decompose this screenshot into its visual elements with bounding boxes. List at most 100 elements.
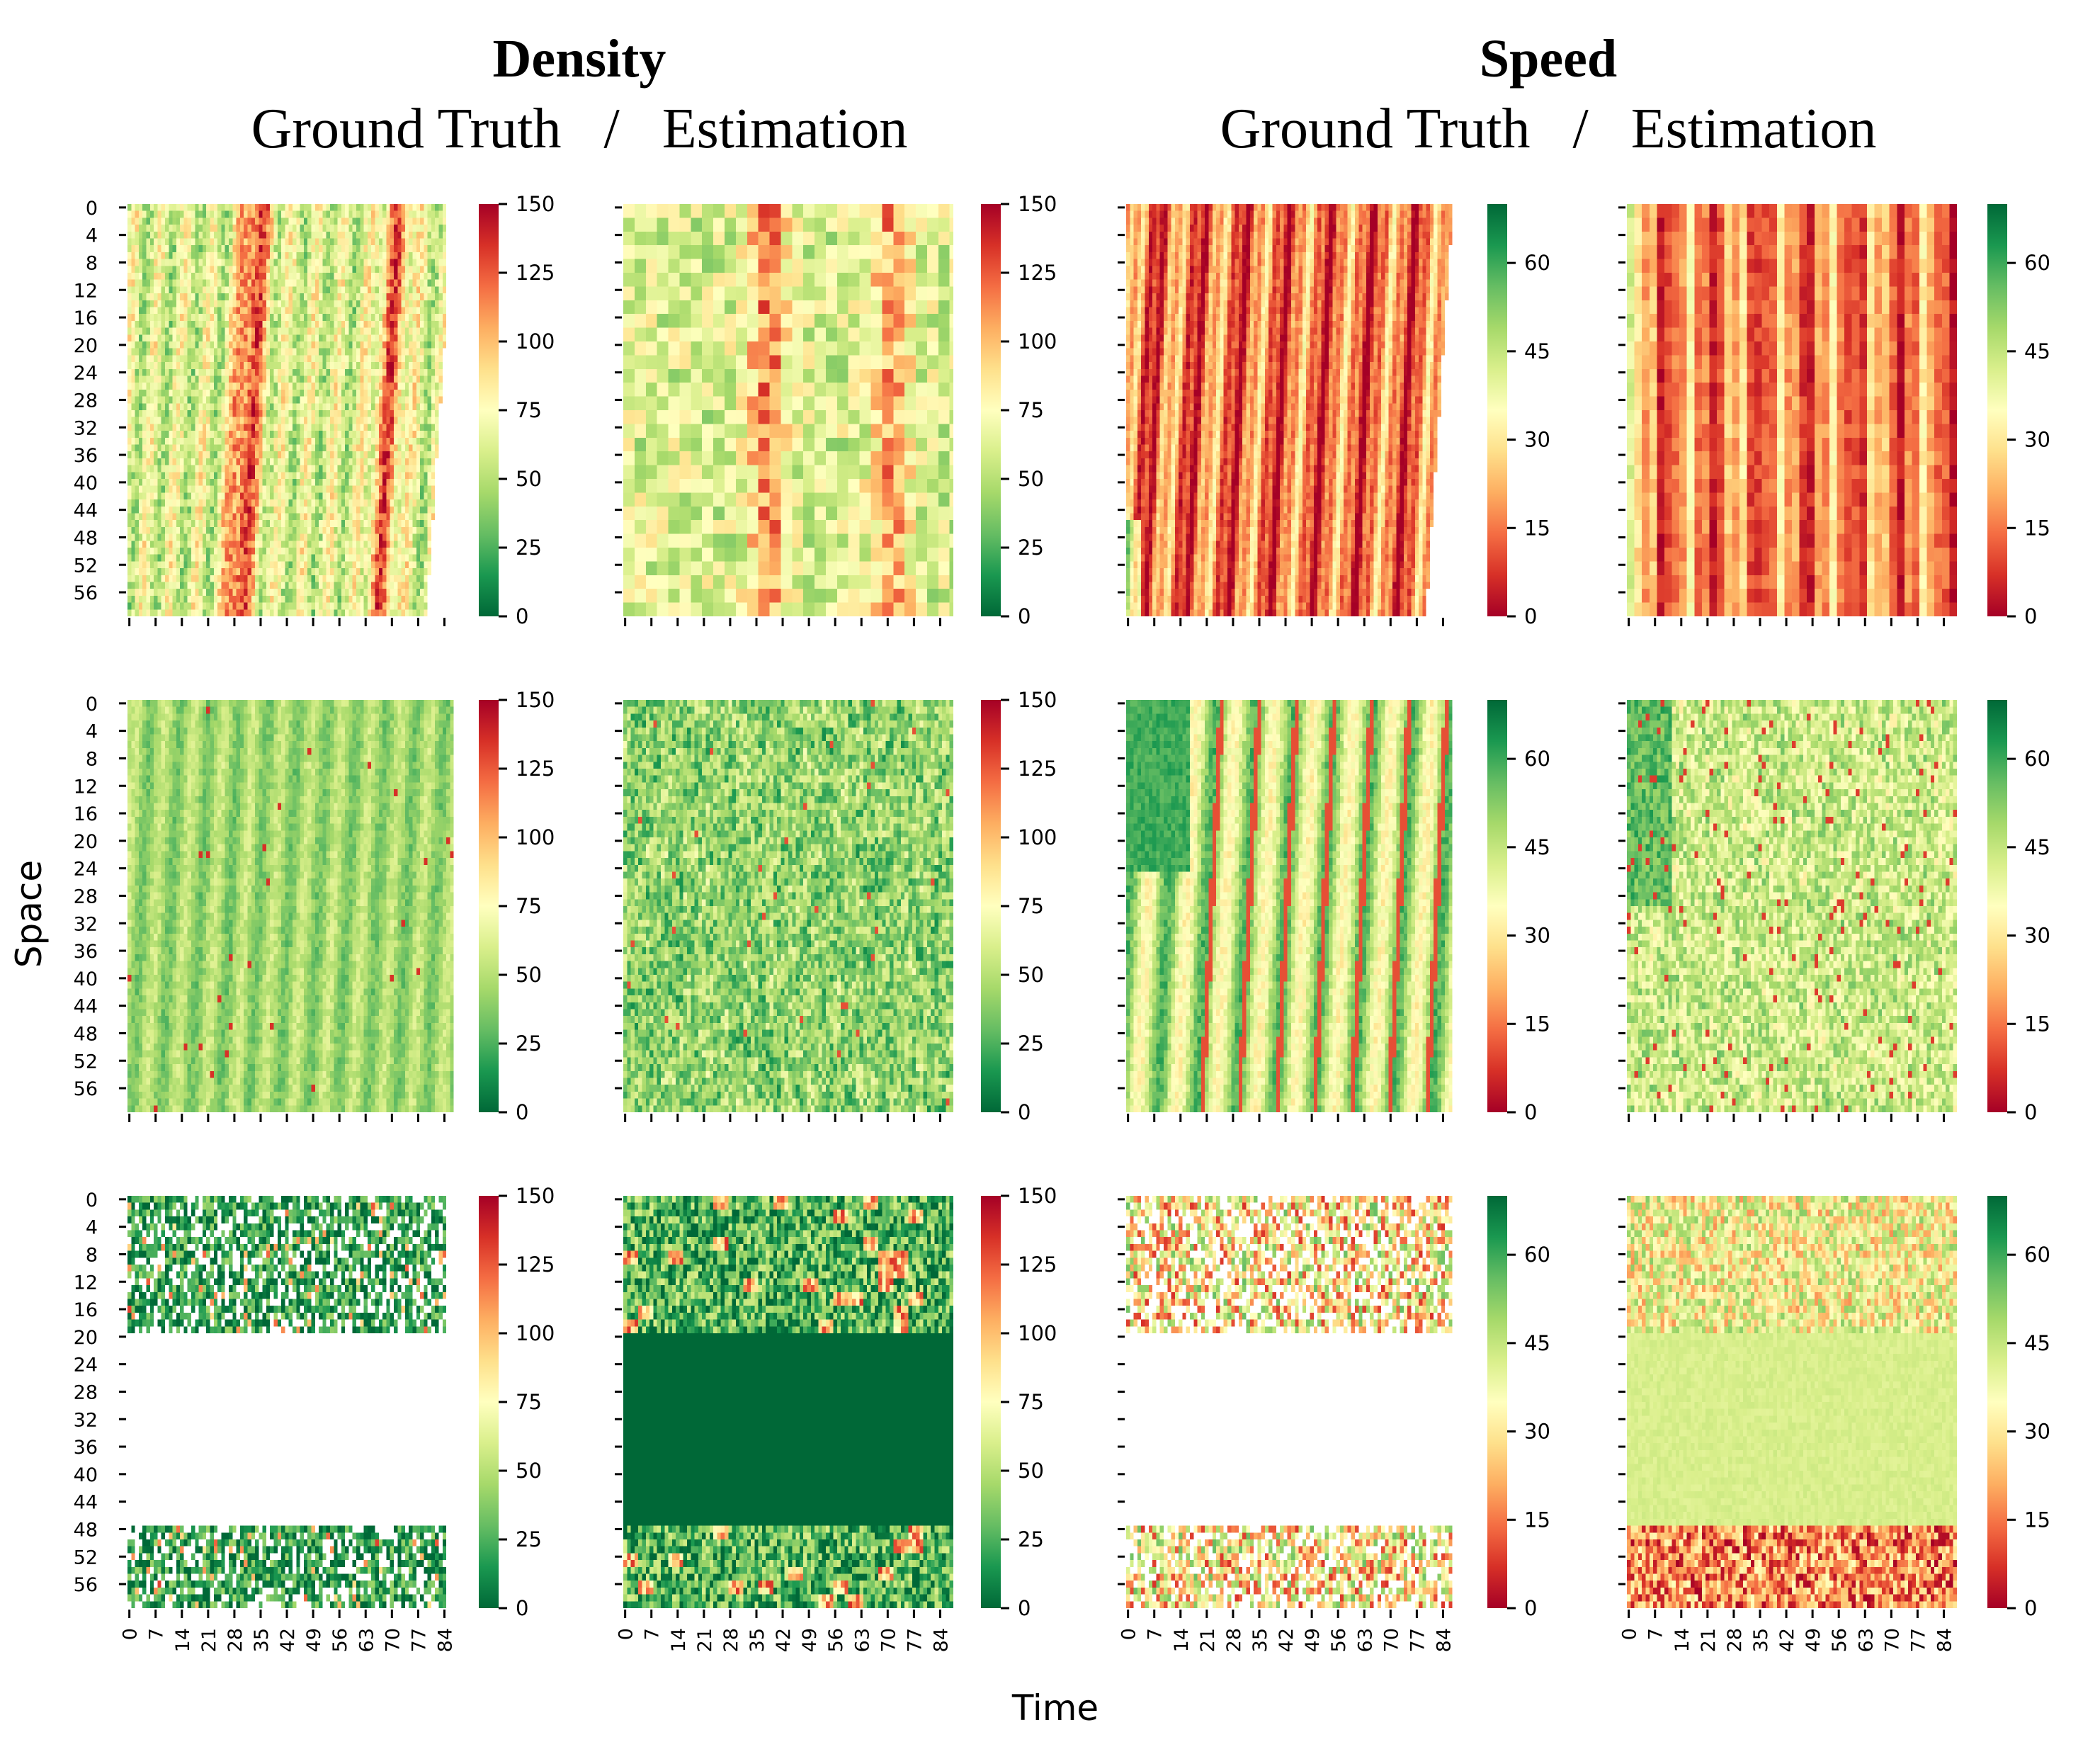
colorbar-tick-label: 100 (1018, 1321, 1057, 1345)
colorbar-tick-label: 125 (516, 1253, 555, 1277)
x-tick-label: 77 (1407, 1628, 1429, 1652)
colorbar-tick-label: 125 (1018, 757, 1057, 781)
x-tick-label: 84 (930, 1628, 952, 1652)
panel-r2-density-gt: 0481216202428323640444852560255075100125… (74, 688, 555, 1124)
colorbar-tick-label: 125 (516, 261, 555, 285)
colorbar-tick-label: 45 (1524, 1331, 1550, 1355)
panel-r1-density-est: 0 25 50 75 100 125 150 (615, 192, 1057, 628)
colorbar-tick-label: 0 (1018, 1100, 1031, 1124)
x-tick-label: 0 (1619, 1628, 1641, 1640)
y-tick-label: 0 (86, 694, 98, 716)
colorbar-tick-label: 15 (1524, 516, 1550, 540)
colorbar (981, 1196, 1001, 1608)
y-tick-label: 36 (74, 941, 98, 963)
colorbar-tick-label: 30 (2024, 1420, 2050, 1444)
colorbar-tick-label: 0 (2024, 604, 2037, 628)
colorbar (1487, 204, 1507, 616)
y-tick-label: 20 (74, 1327, 98, 1349)
colorbar-tick-label: 100 (516, 825, 555, 849)
y-tick-label: 48 (74, 527, 98, 549)
colorbar (479, 1196, 499, 1608)
heatmap-r2-density-est (623, 700, 953, 1112)
x-tick-label: 0 (615, 1628, 637, 1640)
x-tick-label: 21 (1698, 1628, 1720, 1652)
x-tick-label: 14 (172, 1628, 194, 1652)
x-tick-label: 42 (1276, 1628, 1298, 1652)
y-tick-label: 8 (86, 252, 98, 274)
colorbar-tick-label: 45 (1524, 339, 1550, 363)
heatmap-r1-density-est (623, 204, 953, 616)
colorbar-tick-label: 0 (2024, 1100, 2037, 1124)
heatmap-r1-speed-gt (1126, 204, 1456, 616)
colorbar-tick-label: 60 (1524, 747, 1550, 771)
x-tick-label: 35 (747, 1628, 768, 1652)
colorbar (1987, 204, 2007, 616)
colorbar-tick-label: 100 (1018, 825, 1057, 849)
colorbar-tick-label: 60 (2024, 747, 2050, 771)
colorbar-tick-label: 15 (1524, 1508, 1550, 1532)
colorbar-tick-label: 75 (1018, 1390, 1044, 1414)
colorbar-tick-label: 50 (1018, 963, 1044, 987)
colorbar-tick-label: 150 (1018, 1184, 1057, 1208)
colorbar-tick-label: 75 (1018, 894, 1044, 918)
colorbar-tick-label: 25 (516, 1527, 542, 1551)
x-tick-label: 49 (1803, 1628, 1824, 1652)
colorbar (981, 204, 1001, 616)
colorbar-tick-label: 0 (516, 1100, 528, 1124)
colorbar-tick-label: 50 (516, 1459, 542, 1483)
y-tick-label: 24 (74, 1355, 98, 1376)
y-axis-label: Space (8, 860, 50, 968)
colorbar-tick-label: 50 (516, 467, 542, 491)
y-tick-label: 28 (74, 1381, 98, 1403)
heatmap-r1-speed-est (1627, 204, 1957, 616)
y-tick-label: 0 (86, 198, 98, 220)
y-tick-label: 40 (74, 968, 98, 990)
x-tick-label: 63 (356, 1628, 378, 1652)
x-tick-label: 63 (1855, 1628, 1877, 1652)
x-tick-label: 35 (1750, 1628, 1772, 1652)
colorbar-tick-label: 50 (1018, 1459, 1044, 1483)
colorbar-tick-label: 150 (516, 688, 555, 712)
y-tick-label: 16 (74, 803, 98, 825)
colorbar-tick-label: 150 (1018, 192, 1057, 216)
x-tick-label: 84 (1934, 1628, 1956, 1652)
y-tick-label: 44 (74, 996, 98, 1018)
colorbar-tick-label: 60 (1524, 1243, 1550, 1267)
y-tick-label: 8 (86, 748, 98, 770)
heatmap-r3-speed-gt (1126, 1196, 1456, 1608)
colorbar-tick-label: 125 (1018, 261, 1057, 285)
speed-subtitle: Ground Truth / Estimation (1220, 98, 1877, 160)
colorbar-tick-label: 50 (1018, 467, 1044, 491)
colorbar (479, 204, 499, 616)
heatmap-r1-density-gt (127, 204, 458, 616)
colorbar (479, 700, 499, 1112)
colorbar-tick-label: 15 (2024, 1012, 2050, 1036)
x-tick-label: 35 (251, 1628, 273, 1652)
colorbar-tick-label: 30 (1524, 1420, 1550, 1444)
x-tick-label: 42 (773, 1628, 795, 1652)
colorbar (981, 700, 1001, 1112)
x-tick-label: 7 (1145, 1628, 1167, 1640)
x-tick-label: 28 (1223, 1628, 1245, 1652)
colorbar-tick-label: 30 (2024, 428, 2050, 452)
y-tick-label: 32 (74, 913, 98, 935)
x-tick-label: 70 (382, 1628, 404, 1652)
y-tick-label: 52 (74, 555, 98, 577)
x-tick-label: 0 (120, 1628, 142, 1640)
colorbar-tick-label: 75 (516, 398, 542, 422)
x-axis-label: Time (1011, 1687, 1099, 1729)
colorbar-tick-label: 0 (516, 1596, 528, 1620)
colorbar-tick-label: 60 (1524, 251, 1550, 275)
x-tick-label: 63 (851, 1628, 873, 1652)
colorbar (1487, 700, 1507, 1112)
colorbar-tick-label: 75 (516, 894, 542, 918)
colorbar-tick-label: 0 (2024, 1596, 2037, 1620)
y-tick-label: 4 (86, 225, 98, 247)
y-tick-label: 40 (74, 1464, 98, 1486)
y-tick-label: 48 (74, 1519, 98, 1541)
x-tick-label: 49 (799, 1628, 821, 1652)
